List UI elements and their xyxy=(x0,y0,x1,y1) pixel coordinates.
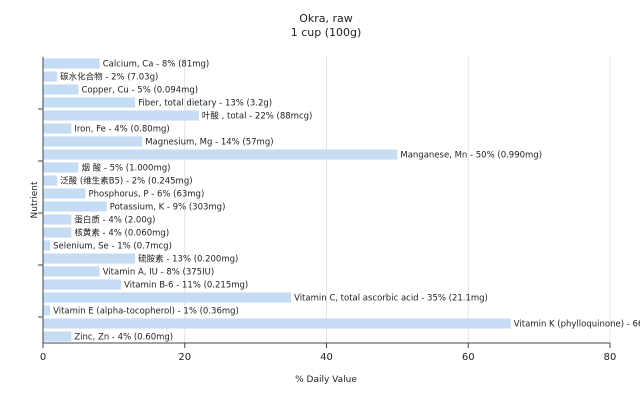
x-tick-label: 60 xyxy=(462,352,475,363)
bar xyxy=(43,214,72,225)
bar xyxy=(43,227,72,238)
bar-label: Vitamin C, total ascorbic acid - 35% (21… xyxy=(294,294,488,304)
y-axis-label: Nutrient xyxy=(30,181,40,218)
bar xyxy=(43,266,100,277)
bar-label: 核黄素 - 4% (0.060mg) xyxy=(74,228,169,239)
bar-label: Phosphorus, P - 6% (63mg) xyxy=(89,190,205,200)
bar xyxy=(43,305,51,316)
bar xyxy=(43,253,136,264)
bar xyxy=(43,201,107,212)
bar-label: Vitamin B-6 - 11% (0.215mg) xyxy=(124,281,248,291)
bar xyxy=(43,97,136,108)
bar xyxy=(43,279,121,290)
bar xyxy=(43,123,72,134)
bar-label: Calcium, Ca - 8% (81mg) xyxy=(103,60,210,70)
x-tick-label: 80 xyxy=(604,352,617,363)
bar-label: 碳水化合物 - 2% (7.03g) xyxy=(60,72,158,83)
bar-label: Copper, Cu - 5% (0.094mg) xyxy=(81,86,198,96)
bar-label: 泛酸 (维生素B5) - 2% (0.245mg) xyxy=(60,176,192,187)
bar-label: Vitamin A, IU - 8% (375IU) xyxy=(103,268,214,278)
bar xyxy=(43,318,511,329)
bar-label: Selenium, Se - 1% (0.7mcg) xyxy=(53,242,172,252)
bar xyxy=(43,331,72,342)
bar-label: 叶酸 , total - 22% (88mcg) xyxy=(202,111,312,122)
axes-layer: 0 20 40 60 80 xyxy=(38,57,616,363)
x-tick-label: 20 xyxy=(178,352,191,363)
bars-layer: Calcium, Ca - 8% (81mg) 碳水化合物 - 2% (7.03g… xyxy=(43,58,640,343)
bar-label: 烟 酸 - 5% (1.000mg) xyxy=(81,163,170,174)
x-tick-label: 0 xyxy=(40,352,46,363)
bar xyxy=(43,136,143,147)
bar xyxy=(43,110,199,121)
bar-label: Vitamin E (alpha-tocopherol) - 1% (0.36m… xyxy=(53,307,239,317)
x-tick-label: 40 xyxy=(320,352,333,363)
bar xyxy=(43,71,58,82)
chart-subtitle: 1 cup (100g) xyxy=(291,26,362,39)
bar-label: Vitamin K (phylloquinone) - 66% (53.0mcg… xyxy=(514,320,640,330)
bar-label: 硫胺素 - 13% (0.200mg) xyxy=(138,254,238,265)
bar-label: Zinc, Zn - 4% (0.60mg) xyxy=(74,333,173,343)
x-axis-label: % Daily Value xyxy=(295,375,357,385)
bar xyxy=(43,149,398,160)
bar-label: Manganese, Mn - 50% (0.990mg) xyxy=(400,151,542,161)
bar xyxy=(43,292,292,303)
bar xyxy=(43,58,100,69)
bar-label: Magnesium, Mg - 14% (57mg) xyxy=(145,138,273,148)
bar xyxy=(43,84,79,95)
bar xyxy=(43,175,58,186)
bar-label: 蛋白质 - 4% (2.00g) xyxy=(74,215,155,226)
bar-label: Potassium, K - 9% (303mg) xyxy=(110,203,226,213)
bar xyxy=(43,240,51,251)
chart-title: Okra, raw xyxy=(299,12,353,25)
bar-label: Fiber, total dietary - 13% (3.2g) xyxy=(138,99,272,109)
bar-label: Iron, Fe - 4% (0.80mg) xyxy=(74,125,169,135)
bar xyxy=(43,188,86,199)
bar xyxy=(43,162,79,173)
